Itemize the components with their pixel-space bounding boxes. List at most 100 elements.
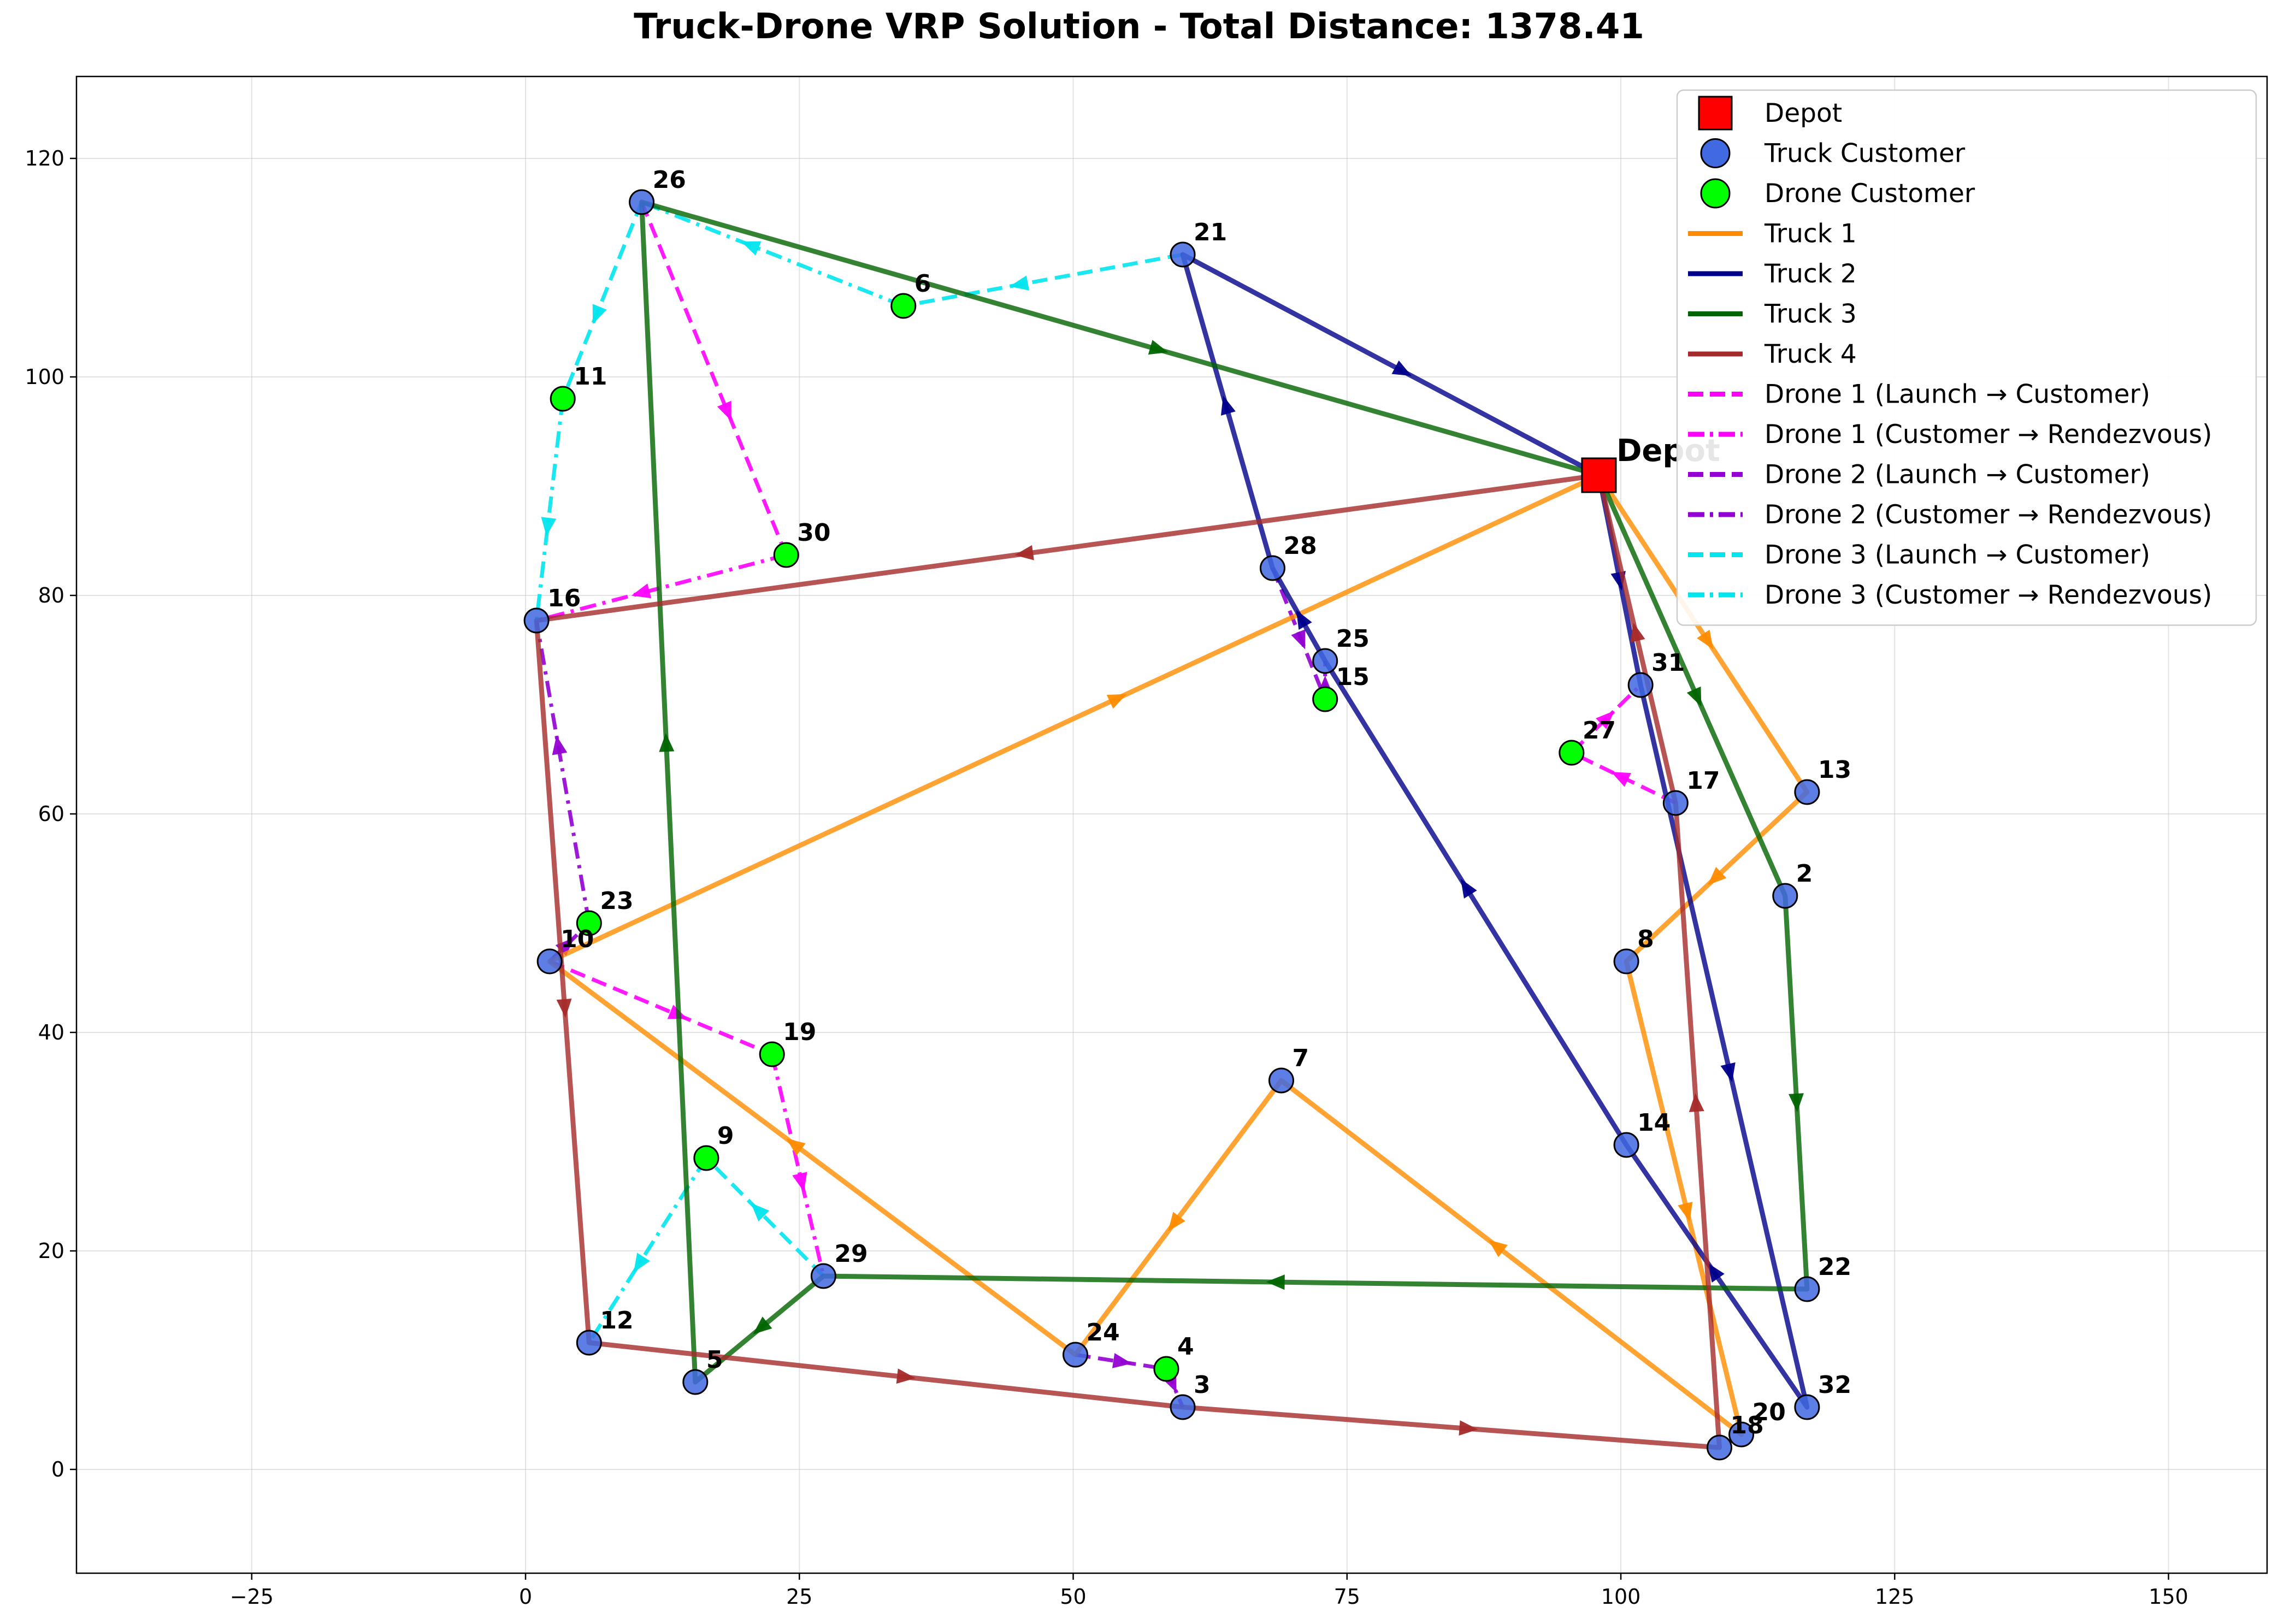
truck-route-line — [547, 473, 1810, 1437]
y-tick-label: 20 — [38, 1239, 64, 1263]
truck-customer-marker — [682, 1369, 709, 1395]
x-tick-label: 75 — [1334, 1585, 1360, 1609]
node-label: 24 — [1087, 1319, 1120, 1347]
truck-arrow — [1148, 340, 1168, 355]
legend-label: Drone 2 (Launch → Customer) — [1764, 460, 2150, 490]
node-label: 29 — [834, 1240, 867, 1268]
legend-label: Truck 1 — [1764, 219, 1857, 249]
node-label: 12 — [600, 1307, 633, 1334]
truck-customer-marker — [1613, 1132, 1639, 1158]
node-label: 25 — [1336, 625, 1370, 653]
y-tick-label: 60 — [38, 802, 64, 826]
node-label: 11 — [574, 363, 607, 391]
node-label: 27 — [1583, 717, 1616, 745]
truck-customer-marker — [1268, 1067, 1294, 1094]
plot-frame — [75, 75, 2268, 1574]
drone-launch-segment — [640, 201, 788, 556]
node-label: 4 — [1177, 1333, 1194, 1361]
truck-customer-marker — [1794, 1276, 1820, 1302]
legend-label: Depot — [1764, 98, 1842, 128]
x-tick-label: 25 — [786, 1585, 812, 1609]
drone-arrow — [741, 241, 762, 256]
drone-customer-marker — [693, 1145, 719, 1171]
truck-customer-marker — [1312, 648, 1338, 674]
node-label: 5 — [706, 1346, 723, 1374]
node-labels: 2345678910111213141516171819202122232425… — [547, 166, 1851, 1439]
drone-rendezvous-segment — [534, 398, 565, 621]
truck-arrow — [556, 999, 572, 1018]
legend: Depot Truck Customer Drone Customer Truck 1… — [1676, 89, 2257, 626]
truck-route-line — [534, 473, 1722, 1450]
node-label: 14 — [1637, 1109, 1671, 1137]
drone-customer-marker — [550, 386, 576, 412]
truck-arrow — [1686, 686, 1702, 707]
drone-rendezvous-segment — [534, 620, 591, 924]
x-tick-label: 0 — [519, 1585, 532, 1609]
node-label: 31 — [1651, 649, 1685, 677]
drone-arrow — [555, 937, 574, 956]
truck-arrow — [786, 1138, 806, 1156]
truck-customer-marker — [1707, 1434, 1732, 1461]
node-label: 17 — [1686, 767, 1720, 795]
drone-rendezvous-segment — [536, 553, 787, 623]
drone-customer-marker — [890, 293, 917, 319]
truck-arrow — [1459, 1420, 1478, 1436]
drone-arrow — [552, 735, 568, 755]
truck-customer-marker — [523, 607, 550, 634]
drone-arrow — [592, 304, 607, 324]
node-label: 18 — [1731, 1412, 1764, 1439]
truck-routes — [534, 199, 1810, 1450]
drone-arrow — [1010, 275, 1030, 291]
truck-arrow — [1689, 1093, 1704, 1112]
truck-customer-marker — [536, 948, 563, 975]
node-label: 22 — [1818, 1253, 1851, 1281]
truck-arrow — [659, 733, 675, 752]
truck-arrow — [1296, 610, 1312, 630]
truck-customer-marker — [1794, 1394, 1820, 1420]
truck-customer-marker — [1794, 779, 1820, 805]
drone-arrow — [541, 517, 557, 536]
truck-arrow — [1630, 623, 1645, 643]
node-label: 30 — [797, 519, 830, 547]
truck-arrow — [1266, 1274, 1285, 1290]
legend-label: Drone 2 (Customer → Rendezvous) — [1764, 500, 2212, 530]
drone-arrow — [717, 400, 731, 421]
truck-arrow — [1106, 694, 1127, 709]
truck-arrow — [1707, 867, 1727, 885]
node-label: 15 — [1336, 663, 1370, 691]
drone-arrow — [1611, 771, 1631, 787]
truck-customer-marker — [1170, 1394, 1196, 1420]
truck-customer-marker — [1259, 555, 1285, 581]
y-tick-label: 100 — [25, 365, 64, 389]
node-label: 3 — [1194, 1371, 1211, 1399]
truck-arrow — [1697, 629, 1714, 649]
customer-nodes — [523, 189, 1820, 1461]
drone-customer-marker — [1312, 686, 1338, 712]
drone-arrow — [1112, 1353, 1132, 1368]
node-label: 13 — [1818, 756, 1851, 784]
node-label: 8 — [1637, 925, 1654, 953]
y-tick-label: 40 — [38, 1020, 64, 1044]
node-label: 32 — [1818, 1371, 1851, 1399]
node-label: 23 — [600, 887, 633, 915]
y-tick-label: 80 — [38, 583, 64, 607]
drone-arrow — [1596, 711, 1615, 729]
legend-label: Truck Customer — [1764, 139, 1966, 169]
node-label: 9 — [717, 1122, 734, 1150]
node-label: 20 — [1752, 1398, 1786, 1426]
truck-arrow — [1220, 395, 1236, 416]
x-tick-label: 100 — [1601, 1585, 1641, 1609]
truck-arrow — [1014, 545, 1034, 560]
drone-customer-marker — [1559, 740, 1585, 766]
drone-launch-segment — [903, 252, 1183, 308]
drone-sorties — [534, 200, 1677, 1408]
legend-depot-swatch — [1698, 96, 1733, 131]
x-tick-label: −25 — [230, 1585, 274, 1609]
y-tick-label: 0 — [51, 1457, 64, 1481]
legend-label: Drone 3 (Customer → Rendezvous) — [1764, 580, 2212, 610]
drone-rendezvous-segment — [641, 200, 905, 308]
node-label: 10 — [560, 925, 594, 953]
legend-box — [1676, 89, 2257, 626]
y-tick-label: 120 — [25, 146, 64, 170]
